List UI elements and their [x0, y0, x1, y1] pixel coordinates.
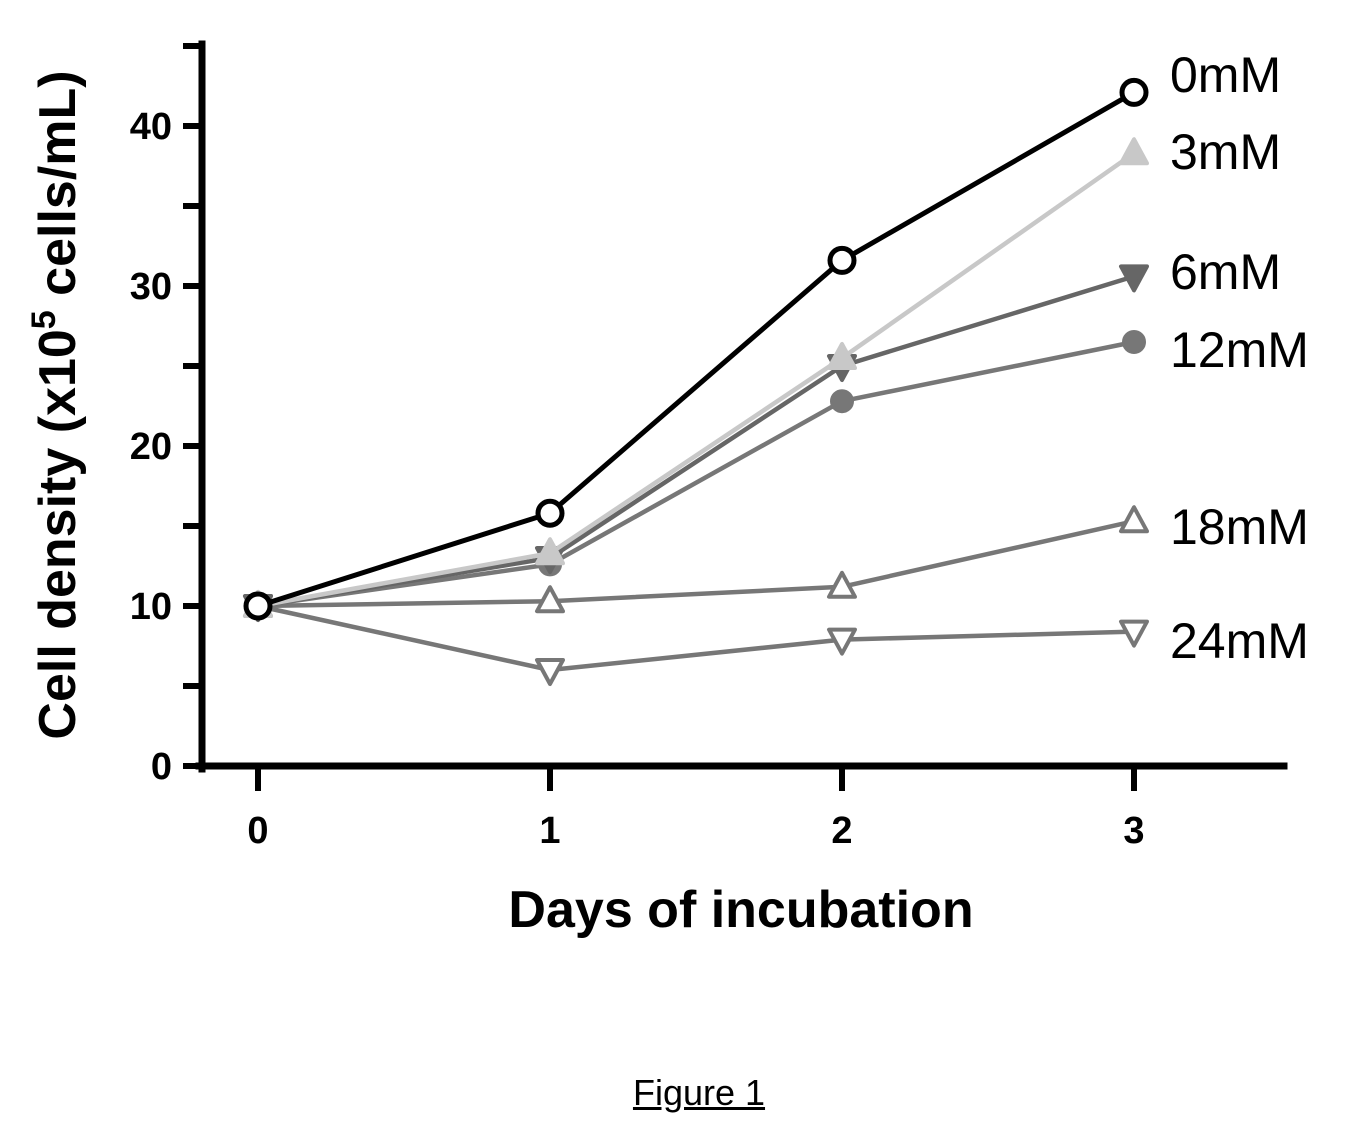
x-tick-label: 0: [247, 810, 268, 852]
data-point: [827, 570, 857, 599]
y-tick-label: 0: [151, 746, 172, 788]
data-point: [535, 658, 565, 686]
y-tick-label: 10: [130, 586, 172, 628]
y-axis-title-superscript: 5: [25, 310, 63, 329]
series-layer: [243, 77, 1149, 686]
x-tick-label: 1: [539, 810, 560, 852]
y-axis-title-tail: cells/mL): [29, 70, 87, 310]
data-point: [1119, 137, 1149, 166]
series-12mM: [246, 330, 1146, 618]
y-tick-label: 30: [130, 266, 172, 308]
data-point: [1122, 330, 1146, 354]
x-axis-title: Days of incubation: [508, 881, 973, 939]
series-label-0mM: 0mM: [1170, 47, 1281, 103]
series-label-6mM: 6mM: [1170, 244, 1281, 300]
data-point: [827, 245, 857, 275]
y-tick-label: 20: [130, 426, 172, 468]
data-point: [830, 389, 854, 414]
series-line: [257, 151, 1136, 609]
series-labels: 0mM 3mM 6mM 12mM 18mM 24mM: [1170, 47, 1309, 669]
x-tick-label: 2: [831, 810, 852, 852]
series-label-12mM: 12mM: [1170, 322, 1309, 378]
figure-caption: Figure 1: [632, 1072, 766, 1113]
data-point: [535, 585, 565, 614]
series-label-24mM: 24mM: [1170, 613, 1309, 669]
data-point: [1119, 77, 1149, 107]
series-line: [257, 339, 1135, 609]
data-point: [1119, 619, 1149, 648]
y-axis-title: Cell density (x105 cells/mL): [25, 70, 87, 739]
series-label-3mM: 3mM: [1170, 124, 1281, 180]
series-label-18mM: 18mM: [1170, 499, 1309, 555]
data-point: [1119, 264, 1149, 293]
y-axis-title-main: Cell density (x10: [29, 329, 87, 739]
axes: 0 10 20 30 40 0 1 2 3: [130, 40, 1288, 852]
x-tick-label: 3: [1123, 810, 1144, 852]
data-point: [1119, 505, 1149, 534]
series-3mM: [243, 137, 1149, 618]
data-point: [827, 342, 857, 370]
series-line: [257, 274, 1135, 609]
y-tick-label: 40: [130, 106, 172, 148]
data-point: [535, 498, 565, 528]
series-line: [257, 90, 1136, 609]
series-18mM: [243, 505, 1149, 618]
series-line: [257, 519, 1135, 609]
series-24mM: [243, 594, 1149, 686]
data-point: [535, 537, 565, 566]
data-point: [827, 627, 857, 656]
series-0mM: [243, 77, 1149, 621]
series-line: [257, 603, 1135, 673]
data-point: [243, 591, 273, 621]
